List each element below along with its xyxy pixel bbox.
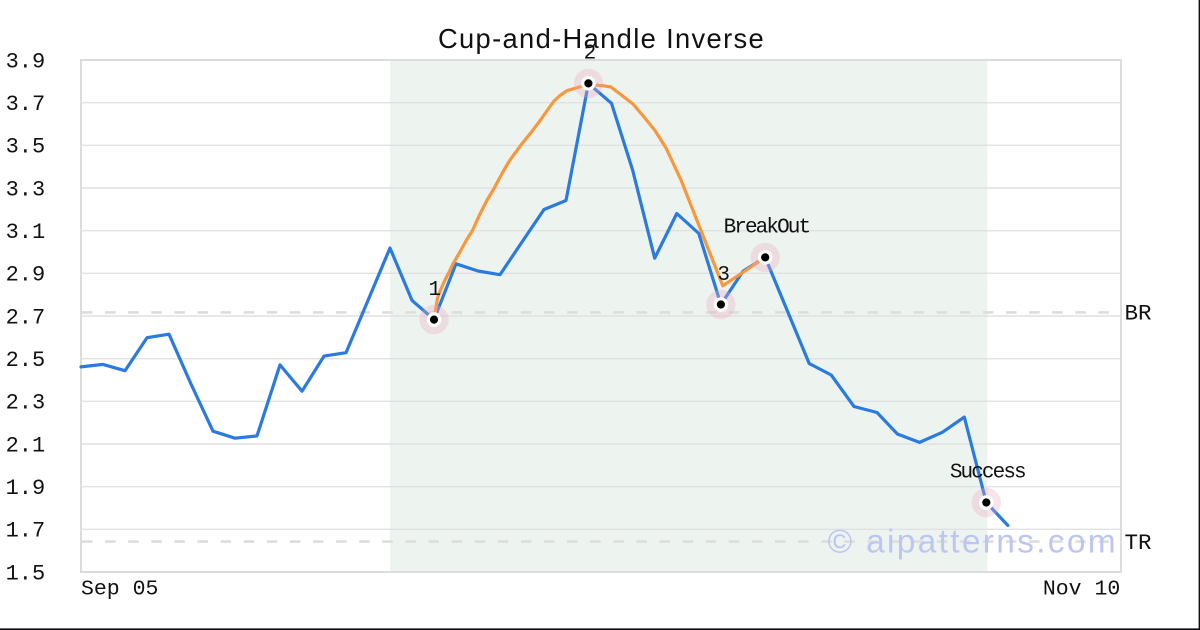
svg-text:1: 1 [428,279,440,302]
svg-text:2.5: 2.5 [6,348,46,373]
svg-text:© aipatterns.com: © aipatterns.com [827,523,1118,560]
svg-text:BR: BR [1125,301,1152,327]
svg-text:2.7: 2.7 [6,305,46,330]
svg-text:1.5: 1.5 [6,561,46,586]
svg-text:3.3: 3.3 [6,177,46,202]
svg-text:Success: Success [950,461,1025,484]
svg-text:Cup-and-Handle Inverse: Cup-and-Handle Inverse [438,23,765,54]
svg-text:BreakOut: BreakOut [724,216,810,239]
svg-text:1.7: 1.7 [6,519,46,544]
svg-text:Sep 05: Sep 05 [81,577,158,601]
svg-text:TR: TR [1125,530,1152,556]
svg-text:2.3: 2.3 [6,391,46,416]
svg-text:1.9: 1.9 [6,476,46,501]
svg-text:3.9: 3.9 [6,49,46,74]
svg-text:3.7: 3.7 [6,92,46,117]
svg-text:3.1: 3.1 [6,220,46,245]
svg-text:Nov 10: Nov 10 [1043,577,1120,601]
svg-text:2: 2 [584,43,596,66]
svg-text:3.5: 3.5 [6,135,46,160]
svg-text:3: 3 [717,264,729,287]
svg-text:2.1: 2.1 [6,433,46,458]
svg-text:2.9: 2.9 [6,263,46,288]
